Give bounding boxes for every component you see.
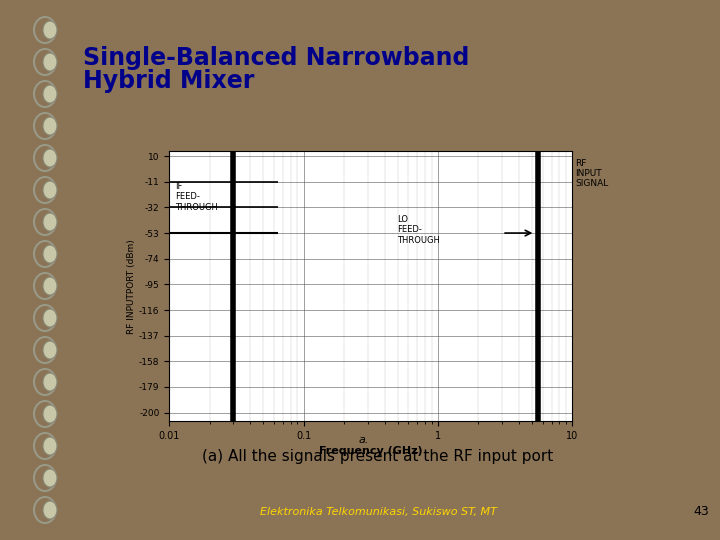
- Ellipse shape: [43, 373, 57, 391]
- Ellipse shape: [43, 405, 57, 423]
- Ellipse shape: [43, 85, 57, 103]
- Text: IF
FEED-
THROUGH: IF FEED- THROUGH: [175, 182, 217, 212]
- Ellipse shape: [43, 277, 57, 295]
- Ellipse shape: [43, 21, 57, 39]
- Text: Elektronika Telkomunikasi, Sukiswo ST, MT: Elektronika Telkomunikasi, Sukiswo ST, M…: [260, 507, 496, 517]
- Text: LO
FEED-
THROUGH: LO FEED- THROUGH: [397, 215, 441, 245]
- Ellipse shape: [43, 309, 57, 327]
- Ellipse shape: [43, 213, 57, 231]
- Ellipse shape: [43, 53, 57, 71]
- Ellipse shape: [43, 341, 57, 359]
- Ellipse shape: [43, 245, 57, 263]
- Y-axis label: RF INPUTPORT (dBm): RF INPUTPORT (dBm): [127, 239, 136, 334]
- Text: a.: a.: [359, 435, 369, 445]
- Text: (a) All the signals present at the RF input port: (a) All the signals present at the RF in…: [202, 449, 554, 464]
- X-axis label: Frequency (GHz): Frequency (GHz): [319, 447, 423, 456]
- Text: RF
INPUT
SIGNAL: RF INPUT SIGNAL: [575, 159, 608, 188]
- Ellipse shape: [43, 149, 57, 167]
- Text: Hybrid Mixer: Hybrid Mixer: [83, 69, 254, 93]
- Ellipse shape: [43, 501, 57, 519]
- Ellipse shape: [43, 437, 57, 455]
- Text: Single-Balanced Narrowband: Single-Balanced Narrowband: [83, 46, 469, 70]
- Ellipse shape: [43, 181, 57, 199]
- Ellipse shape: [43, 469, 57, 487]
- Ellipse shape: [43, 117, 57, 135]
- Text: 43: 43: [693, 505, 709, 518]
